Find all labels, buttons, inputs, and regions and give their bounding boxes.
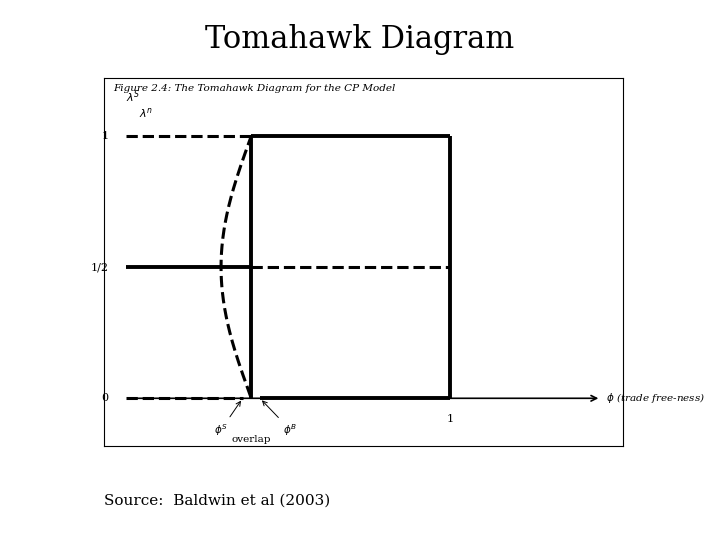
Text: $\lambda^n$: $\lambda^n$ xyxy=(139,106,153,120)
Text: Tomahawk Diagram: Tomahawk Diagram xyxy=(205,24,515,55)
Text: 0: 0 xyxy=(102,393,109,403)
Text: Source:  Baldwin et al (2003): Source: Baldwin et al (2003) xyxy=(104,494,330,508)
Text: $\phi^B$: $\phi^B$ xyxy=(263,401,297,438)
Text: 1: 1 xyxy=(446,414,454,424)
Text: $\phi$ (trade free-ness): $\phi$ (trade free-ness) xyxy=(606,392,705,406)
Text: Figure 2.4: The Tomahawk Diagram for the CP Model: Figure 2.4: The Tomahawk Diagram for the… xyxy=(113,84,395,92)
Text: $\lambda^S$: $\lambda^S$ xyxy=(126,88,140,105)
Text: 1/2: 1/2 xyxy=(91,262,109,272)
Text: overlap: overlap xyxy=(232,435,271,444)
Text: 1: 1 xyxy=(102,131,109,141)
Text: $\phi^S$: $\phi^S$ xyxy=(214,401,240,438)
